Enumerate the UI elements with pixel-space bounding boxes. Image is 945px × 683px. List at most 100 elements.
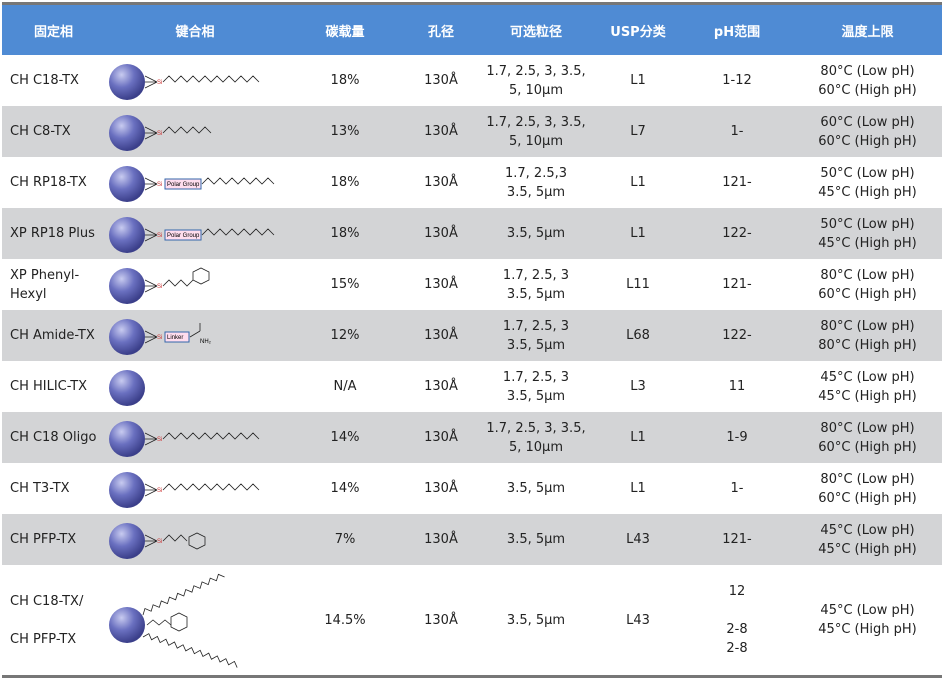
header-ph-range: pH范围 <box>681 3 793 55</box>
cell-particle-size: 1.7, 2.5, 3 3.5, 5μm <box>477 310 595 361</box>
bonded-phase-structure-icon: Si <box>109 420 260 457</box>
cell-temperature-limit: 80°C (Low pH) 80°C (High pH) <box>793 310 942 361</box>
cell-pore-size: 130Å <box>405 514 477 565</box>
cell-ph-range: 1- <box>681 106 793 157</box>
cell-pore-size: 130Å <box>424 379 458 394</box>
cell-stationary-phase: CH RP18-TX <box>10 175 87 190</box>
cell-particle-size: 1.7, 2.5, 3 3.5, 5μm <box>502 267 570 302</box>
cell-bonded-phase: Si <box>105 259 285 310</box>
cell-usp-class: L3 <box>630 379 646 394</box>
table-row: CH C18 Oligo Si 14% 130Å 1.7, 2.5, 3, 3.5, 5,… <box>2 412 942 463</box>
table-row: XP Phenyl- Hexyl Si 15% 130Å 1.7, 2.5, 3 3.5, … <box>2 259 942 310</box>
cell-temperature-limit: 50°C (Low pH) 45°C (High pH) <box>818 165 917 200</box>
cell-stationary-phase: CH Amide-TX <box>2 310 105 361</box>
cell-particle-size: 3.5, 5μm <box>506 612 566 628</box>
cell-temperature-limit: 45°C (Low pH) 45°C (High pH) <box>818 369 917 404</box>
table-row: CH C18-TX/ CH PFP-TX 14.5% 130Å 3.5, 5μm L43… <box>2 565 942 677</box>
bonded-phase-structure-icon: Si <box>109 114 212 151</box>
structure-label: Polar Group <box>167 182 200 188</box>
svg-text:Si: Si <box>157 80 162 86</box>
svg-text:Si: Si <box>157 233 162 239</box>
cell-pore-size: 130Å <box>405 412 477 463</box>
header-bonded-phase: 键合相 <box>105 3 285 55</box>
cell-bonded-phase: Si <box>105 463 285 514</box>
svg-text:Si: Si <box>157 437 162 443</box>
cell-pore-size: 130Å <box>424 612 458 628</box>
cell-bonded-phase: Si Polar Group <box>105 208 285 259</box>
table-row: CH HILIC-TX N/A 130Å 1.7, 2.5, 3 3.5, 5μm L3 1… <box>2 361 942 412</box>
table-row: CH Amide-TX Si Linker NH₂ 12% 130Å 1.7, 2.5, 3… <box>2 310 942 361</box>
bonded-phase-structure-icon: Si <box>109 522 206 559</box>
cell-particle-size: 3.5, 5μm <box>477 514 595 565</box>
cell-stationary-phase: CH T3-TX <box>10 481 70 496</box>
cell-usp-class: L1 <box>595 208 681 259</box>
structure-label: Polar Group <box>167 233 200 239</box>
cell-ph-range: 121- <box>681 514 793 565</box>
header-pore-size: 孔径 <box>405 3 477 55</box>
cell-carbon-load: 14% <box>285 412 405 463</box>
cell-ph-range: 1-12 <box>722 73 752 88</box>
bonded-phase-structure-icon: Si Polar Group <box>109 165 275 202</box>
cell-particle-size: 3.5, 5μm <box>506 481 566 496</box>
cell-temperature-limit: 80°C (Low pH) 60°C (High pH) <box>818 471 917 506</box>
header-particle-size: 可选粒径 <box>477 3 595 55</box>
bonded-phase-structure-icon: Si Polar Group <box>109 216 275 253</box>
cell-usp-class: L43 <box>626 612 650 628</box>
cell-bonded-phase: Si Polar Group <box>105 157 285 208</box>
cell-temperature-limit: 50°C (Low pH) 45°C (High pH) <box>793 208 942 259</box>
cell-ph-range: 1-9 <box>681 412 793 463</box>
cell-usp-class: L1 <box>630 175 646 190</box>
cell-ph-range: 1- <box>730 481 744 496</box>
svg-text:Si: Si <box>157 488 162 494</box>
cell-bonded-phase: Si Linker NH₂ <box>105 310 285 361</box>
cell-carbon-load: 14.5% <box>324 612 366 628</box>
svg-text:Si: Si <box>157 284 162 290</box>
cell-usp-class: L1 <box>630 73 646 88</box>
cell-particle-size: 1.7, 2.5,3 3.5, 5μm <box>504 165 568 200</box>
bonded-phase-structure-icon: Si <box>109 267 210 304</box>
cell-ph-range: 121- <box>722 277 752 292</box>
svg-text:Si: Si <box>157 182 162 188</box>
svg-text:NH₂: NH₂ <box>200 339 212 345</box>
cell-carbon-load: 15% <box>330 277 360 292</box>
svg-text:Si: Si <box>157 335 162 341</box>
structure-label: Linker <box>167 335 183 341</box>
cell-bonded-phase <box>105 565 285 677</box>
bonded-phase-structure-icon <box>109 573 238 668</box>
cell-particle-size: 1.7, 2.5, 3 3.5, 5μm <box>502 369 570 404</box>
table-row: CH RP18-TX Si Polar Group 18% 130Å 1.7, 2.5,3… <box>2 157 942 208</box>
cell-pore-size: 130Å <box>424 175 458 190</box>
svg-text:Si: Si <box>157 131 162 137</box>
cell-carbon-load: 18% <box>330 175 360 190</box>
cell-stationary-phase: CH C18 Oligo <box>2 412 105 463</box>
cell-carbon-load: 12% <box>285 310 405 361</box>
table-row: XP RP18 Plus Si Polar Group 18% 130Å 3.5, 5μm… <box>2 208 942 259</box>
table-row: CH C18-TX Si 18% 130Å 1.7, 2.5, 3, 3.5, 5, 10… <box>2 55 942 106</box>
cell-pore-size: 130Å <box>405 208 477 259</box>
cell-usp-class: L11 <box>626 277 650 292</box>
cell-pore-size: 130Å <box>424 277 458 292</box>
header-stationary-phase: 固定相 <box>2 3 105 55</box>
bonded-phase-structure-icon <box>109 369 145 406</box>
cell-ph-range: 122- <box>681 208 793 259</box>
cell-ph-range: 11 <box>728 379 746 394</box>
cell-pore-size: 130Å <box>424 481 458 496</box>
cell-stationary-phase: CH C8-TX <box>2 106 105 157</box>
cell-ph-range: 121- <box>722 175 752 190</box>
cell-usp-class: L1 <box>630 481 646 496</box>
bonded-phase-structure-icon: Si <box>109 63 260 100</box>
header-temperature-limit: 温度上限 <box>793 3 942 55</box>
cell-temperature-limit: 45°C (Low pH) 45°C (High pH) <box>818 603 917 637</box>
cell-carbon-load: N/A <box>333 379 357 394</box>
cell-ph-range: 122- <box>681 310 793 361</box>
cell-bonded-phase: Si <box>105 514 285 565</box>
svg-text:Si: Si <box>157 539 162 545</box>
table-row: CH C8-TX Si 13% 130Å 1.7, 2.5, 3, 3.5, 5, 10μ… <box>2 106 942 157</box>
header-carbon-load: 碳载量 <box>285 3 405 55</box>
table-row: CH T3-TX Si 14% 130Å 3.5, 5μm L1 1- 80°C (Low p… <box>2 463 942 514</box>
cell-pore-size: 130Å <box>405 106 477 157</box>
cell-temperature-limit: 60°C (Low pH) 60°C (High pH) <box>793 106 942 157</box>
cell-stationary-phase: CH PFP-TX <box>2 514 105 565</box>
cell-usp-class: L7 <box>595 106 681 157</box>
